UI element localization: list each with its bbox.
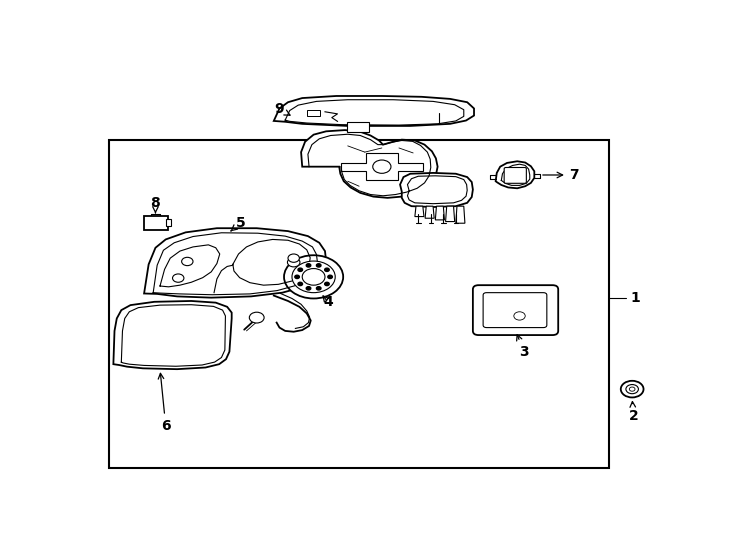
FancyBboxPatch shape xyxy=(504,167,526,183)
Circle shape xyxy=(316,287,321,290)
Circle shape xyxy=(250,312,264,323)
Circle shape xyxy=(306,264,310,267)
Circle shape xyxy=(181,258,193,266)
Circle shape xyxy=(629,387,635,391)
Circle shape xyxy=(621,381,644,397)
Polygon shape xyxy=(435,206,445,220)
Polygon shape xyxy=(425,206,435,218)
Circle shape xyxy=(298,282,302,286)
Bar xyxy=(307,110,321,116)
Circle shape xyxy=(284,255,344,299)
Text: 8: 8 xyxy=(150,196,160,213)
Polygon shape xyxy=(144,228,326,298)
Text: 1: 1 xyxy=(630,291,640,305)
Polygon shape xyxy=(274,96,474,126)
FancyBboxPatch shape xyxy=(483,293,547,328)
Text: 7: 7 xyxy=(542,168,579,182)
Circle shape xyxy=(298,268,302,272)
Circle shape xyxy=(302,268,325,285)
Text: 6: 6 xyxy=(159,373,170,433)
Circle shape xyxy=(324,282,330,286)
Circle shape xyxy=(288,254,299,262)
Polygon shape xyxy=(113,301,232,369)
Circle shape xyxy=(295,275,299,279)
Circle shape xyxy=(288,258,300,267)
Circle shape xyxy=(626,384,639,394)
Text: 4: 4 xyxy=(323,295,333,309)
FancyBboxPatch shape xyxy=(144,216,168,230)
Polygon shape xyxy=(415,206,424,217)
Circle shape xyxy=(373,160,391,173)
Polygon shape xyxy=(456,206,465,223)
Circle shape xyxy=(324,268,330,272)
Text: 9: 9 xyxy=(275,102,290,116)
Circle shape xyxy=(316,264,321,267)
Bar xyxy=(346,122,369,132)
FancyBboxPatch shape xyxy=(473,285,559,335)
Circle shape xyxy=(514,312,526,320)
Polygon shape xyxy=(400,173,473,207)
Text: 2: 2 xyxy=(628,402,638,423)
Text: 5: 5 xyxy=(231,216,246,231)
Bar xyxy=(109,140,609,468)
Text: 3: 3 xyxy=(517,335,529,359)
Circle shape xyxy=(292,261,335,293)
Circle shape xyxy=(306,287,310,290)
Polygon shape xyxy=(446,206,454,221)
Polygon shape xyxy=(301,130,437,198)
Polygon shape xyxy=(495,161,534,188)
Circle shape xyxy=(328,275,333,279)
Polygon shape xyxy=(341,153,423,180)
Circle shape xyxy=(172,274,184,282)
Bar xyxy=(166,219,172,226)
